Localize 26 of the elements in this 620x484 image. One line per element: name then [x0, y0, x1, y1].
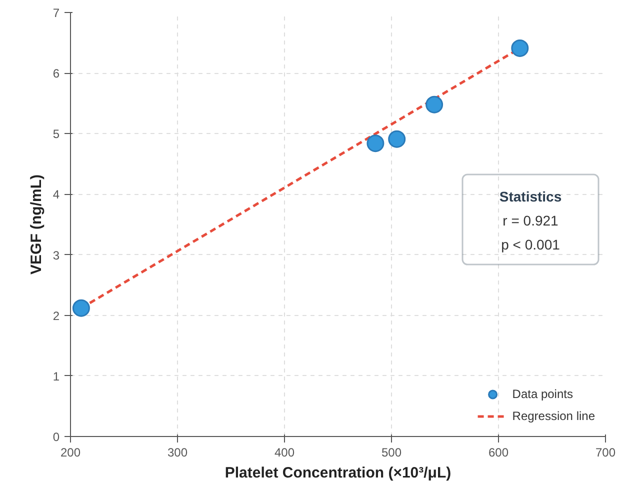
y-tick-label: 6: [52, 66, 60, 81]
y-tick-label: 1: [52, 369, 60, 384]
y-tick-label: 5: [52, 127, 60, 142]
legend-label: Regression line: [512, 409, 595, 423]
legend-label: Data points: [512, 387, 573, 401]
point: [426, 96, 444, 114]
point: [366, 134, 384, 152]
x-axis-title: Platelet Concentration (×10³/μL): [224, 464, 452, 482]
annotation: p < 0.001: [501, 236, 560, 252]
x-tick-label: 700: [595, 446, 616, 460]
point: [72, 299, 90, 317]
y-tick-label: 3: [52, 248, 60, 262]
x-tick-label: 500: [381, 446, 402, 460]
y-tick-label: 0: [52, 430, 60, 444]
x-tick-label: 300: [167, 446, 188, 460]
point: [511, 40, 529, 57]
y-tick-label: 4: [52, 188, 60, 202]
x-tick-label: 200: [60, 446, 81, 460]
y-tick-label: 7: [52, 6, 60, 20]
y-tick-label: 2: [52, 308, 60, 323]
annotation: r = 0.921: [502, 212, 559, 228]
point: [388, 130, 406, 148]
x-tick-label: 400: [274, 446, 295, 460]
annotation: Statistics: [499, 188, 562, 204]
x-tick-label: 600: [488, 446, 509, 460]
y-axis-title: VEGF (ng/mL): [28, 174, 45, 274]
